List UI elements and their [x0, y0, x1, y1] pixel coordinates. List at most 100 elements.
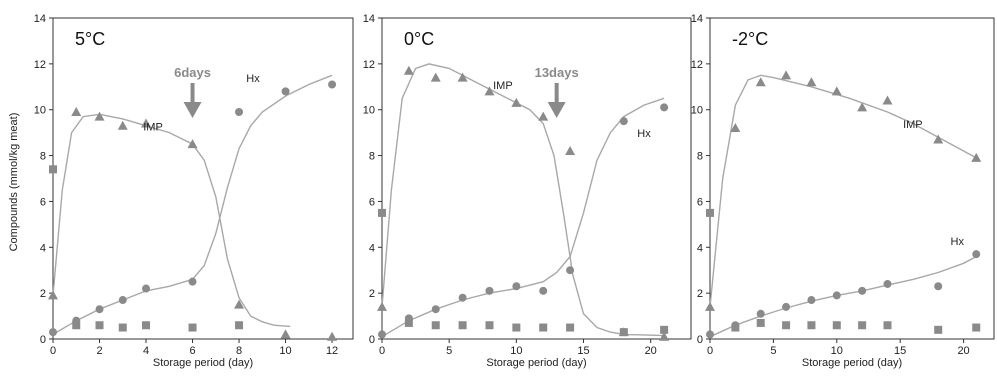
y-tick-label: 10: [34, 105, 46, 117]
x-tick-label: 10: [279, 345, 291, 357]
x-tick-label: 10: [510, 345, 522, 357]
y-tick-label: 4: [40, 242, 46, 254]
x-tick-label: 15: [894, 345, 906, 357]
data-point-imp: [565, 145, 576, 155]
arrow-shaft: [190, 83, 195, 105]
data-point-other: [485, 321, 494, 330]
data-point-hx: [458, 293, 467, 302]
data-point-other: [566, 323, 575, 332]
data-point-other: [142, 321, 151, 330]
data-point-other: [539, 323, 548, 332]
data-point-imp: [141, 118, 152, 128]
fit-curve-imp: [52, 113, 291, 328]
data-point-imp: [234, 299, 245, 309]
data-point-other: [858, 321, 867, 330]
y-tick-label: 8: [369, 151, 375, 163]
panel-title: -2°C: [732, 29, 768, 49]
y-tick-label: 2: [697, 288, 703, 300]
data-point-imp: [971, 152, 982, 162]
data-point-imp: [857, 102, 868, 112]
data-point-imp: [117, 120, 128, 130]
plot-frame: [381, 17, 692, 340]
data-point-other: [235, 321, 244, 330]
data-point-hx: [566, 266, 575, 275]
data-point-other: [95, 321, 104, 330]
data-point-other: [378, 208, 386, 217]
y-tick-label: 14: [363, 13, 375, 25]
data-point-other: [731, 323, 740, 332]
data-point-imp: [48, 290, 58, 300]
data-point-other: [706, 208, 714, 217]
data-point-other: [660, 325, 669, 334]
data-point-hx: [328, 80, 337, 89]
fit-curve-hx: [381, 97, 665, 338]
data-point-imp: [377, 301, 387, 311]
data-point-imp: [511, 97, 522, 107]
plot-frame: [709, 17, 995, 340]
y-tick-label: 8: [697, 151, 703, 163]
series-annotation: IMP: [493, 80, 513, 92]
data-point-hx: [756, 309, 765, 318]
data-point-hx: [832, 291, 841, 300]
data-point-imp: [705, 301, 715, 311]
data-point-imp: [831, 86, 842, 96]
data-point-hx: [281, 87, 290, 96]
panel-title: 0°C: [404, 29, 434, 49]
data-point-other: [188, 323, 197, 332]
series-annotation: IMP: [903, 119, 923, 131]
chart-panel-2: 0 2 4 6 8 10 12 14 0 5 10 15 20 Storage period (day) -…: [691, 13, 995, 369]
series-annotation: Hx: [951, 236, 965, 248]
y-tick-label: 10: [691, 105, 703, 117]
y-tick-label: 0: [697, 334, 703, 346]
series-annotation: IMP: [143, 121, 163, 133]
x-tick-label: 6: [189, 345, 195, 357]
data-point-other: [619, 328, 628, 337]
x-axis-label: Storage period (day): [486, 357, 586, 369]
y-tick-label: 14: [34, 13, 46, 25]
y-tick-label: 2: [40, 288, 46, 300]
data-point-imp: [806, 77, 817, 87]
data-point-hx: [883, 279, 892, 288]
y-tick-label: 4: [369, 242, 375, 254]
y-tick-label: 12: [34, 59, 46, 71]
data-point-hx: [378, 330, 386, 339]
x-tick-label: 20: [957, 345, 969, 357]
x-tick-label: 20: [645, 345, 657, 357]
x-tick-label: 10: [831, 345, 843, 357]
arrow-head: [547, 102, 566, 118]
x-tick-label: 5: [446, 345, 452, 357]
x-tick-label: 0: [379, 345, 385, 357]
chart-panel-0: 0 2 4 6 8 10 12 14 0 2 4 6 8 10 12 Storage period (day)…: [34, 13, 354, 369]
data-point-imp: [484, 86, 495, 96]
data-point-imp: [730, 123, 741, 133]
data-point-hx: [539, 286, 548, 295]
x-tick-label: 8: [236, 345, 242, 357]
y-tick-label: 12: [691, 59, 703, 71]
data-point-hx: [858, 286, 867, 295]
fit-curve-imp: [381, 63, 665, 337]
x-tick-label: 0: [707, 345, 713, 357]
data-point-imp: [882, 95, 893, 105]
data-point-other: [404, 318, 413, 327]
data-point-other: [431, 321, 440, 330]
data-point-other: [512, 323, 521, 332]
x-axis-label: Storage period (day): [153, 357, 253, 369]
data-point-other: [832, 321, 841, 330]
y-tick-label: 2: [369, 288, 375, 300]
data-point-other: [807, 321, 816, 330]
plot-frame: [52, 17, 354, 340]
data-point-hx: [49, 328, 57, 337]
data-point-hx: [972, 250, 981, 259]
x-tick-label: 0: [50, 345, 56, 357]
panels: 0 2 4 6 8 10 12 14 0 2 4 6 8 10 12 Storage period (day)…: [34, 13, 995, 369]
data-point-hx: [512, 282, 521, 291]
x-tick-label: 5: [770, 345, 776, 357]
arrow-shaft: [554, 83, 559, 105]
data-point-imp: [327, 331, 338, 341]
data-point-other: [458, 321, 467, 330]
data-point-hx: [660, 103, 669, 112]
data-point-imp: [933, 134, 944, 144]
y-tick-label: 10: [363, 105, 375, 117]
arrow-label: 6days: [174, 65, 211, 80]
